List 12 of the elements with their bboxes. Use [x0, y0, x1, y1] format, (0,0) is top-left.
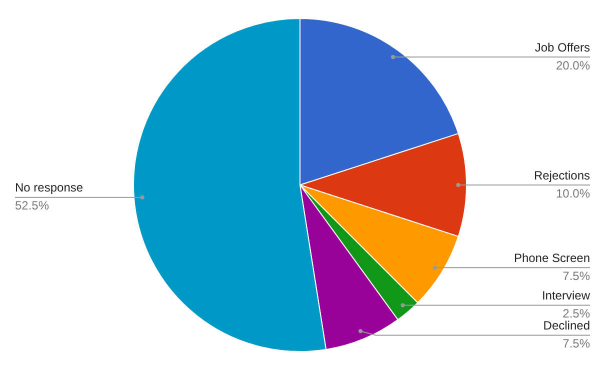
- data-label: 10.0%: [556, 186, 590, 200]
- data-label: 2.5%: [562, 306, 590, 321]
- data-label: 52.5%: [15, 198, 50, 213]
- slice-label: No response: [15, 180, 84, 195]
- data-label: 7.5%: [562, 268, 590, 283]
- data-label: 20.0%: [556, 58, 590, 72]
- slice-label: Job Offers: [534, 40, 590, 54]
- slice-label: Interview: [542, 288, 590, 303]
- slice-label: Declined: [543, 318, 590, 333]
- data-label: 7.5%: [562, 336, 590, 351]
- slice-label: Rejections: [534, 168, 590, 182]
- slice-label: Phone Screen: [514, 250, 590, 265]
